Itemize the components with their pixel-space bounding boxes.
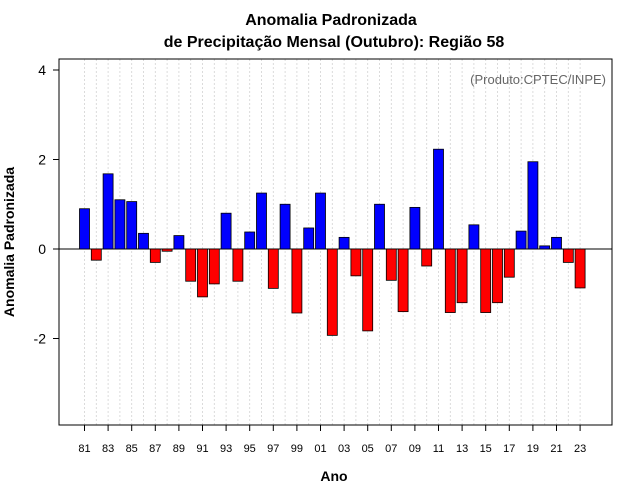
bar-11: [433, 148, 444, 250]
vertical-gridlines: [84, 59, 581, 425]
x-tick-label: 23: [574, 443, 586, 455]
bar-95: [244, 231, 256, 250]
x-axis: 81 83 85 87 89 91 93 95 97 99 01 03 05 07 09 11 13 15 17 19…: [78, 425, 586, 455]
bar-14: [468, 224, 480, 250]
bar-02: [326, 248, 338, 336]
bar-87: [149, 248, 161, 263]
bar-04: [350, 248, 362, 277]
x-tick-label: 11: [433, 443, 444, 455]
bar-84: [114, 199, 126, 250]
bar-13: [456, 248, 468, 304]
bar-89: [173, 235, 185, 250]
bar-98: [279, 203, 291, 250]
bar-00: [303, 227, 315, 250]
x-tick-label: 03: [338, 443, 350, 455]
bar-07: [385, 248, 397, 281]
bars: [79, 148, 586, 336]
x-tick-label: 01: [314, 443, 326, 455]
x-tick-label: 93: [220, 443, 232, 455]
bar-06: [374, 203, 385, 250]
y-tick-label: 0: [38, 241, 46, 257]
bar-90: [185, 248, 197, 282]
x-tick-label: 15: [480, 443, 492, 455]
chart-title-line2: de Precipitação Mensal (Outubro): Região…: [164, 34, 505, 51]
bar-23: [574, 248, 586, 289]
bar-99: [291, 248, 303, 314]
x-tick-label: 99: [291, 443, 303, 455]
bar-86: [138, 232, 149, 250]
y-tick-label: -2: [34, 331, 47, 347]
y-axis-label: Anomalia Padronizada: [1, 167, 17, 317]
bar-10: [421, 248, 433, 267]
y-tick-label: 4: [38, 62, 46, 78]
chart-title-line1: Anomalia Padronizada: [245, 12, 417, 29]
bar-82: [90, 248, 102, 261]
bar-21: [551, 236, 562, 250]
x-axis-label: Ano: [320, 468, 347, 484]
x-tick-label: 83: [102, 443, 114, 455]
bar-92: [208, 248, 220, 285]
bar-83: [102, 173, 114, 250]
x-tick-label: 19: [527, 443, 539, 455]
x-tick-label: 05: [362, 443, 374, 455]
y-axis: 4 2 0 -2: [34, 62, 59, 347]
x-tick-label: 09: [409, 443, 421, 455]
bar-16: [492, 248, 503, 304]
bar-09: [409, 206, 421, 250]
bar-12: [444, 248, 456, 313]
bar-18: [515, 230, 527, 250]
bar-91: [197, 248, 208, 298]
x-tick-label: 85: [126, 443, 138, 455]
bar-01: [315, 192, 326, 250]
x-tick-label: 89: [173, 443, 185, 455]
bar-05: [362, 248, 374, 332]
x-tick-label: 95: [244, 443, 256, 455]
bar-08: [397, 248, 409, 313]
x-tick-label: 21: [550, 443, 562, 455]
bar-93: [220, 212, 232, 250]
credit-text: (Produto:CPTEC/INPE): [470, 72, 606, 87]
bar-94: [232, 248, 244, 282]
bar-20: [539, 245, 551, 250]
plot-frame: [58, 58, 613, 426]
x-tick-label: 13: [456, 443, 468, 455]
bar-85: [126, 201, 138, 250]
x-tick-label: 07: [385, 443, 397, 455]
x-tick-label: 87: [149, 443, 161, 455]
bar-19: [527, 161, 539, 250]
bar-22: [562, 248, 574, 263]
y-tick-label: 2: [38, 152, 46, 168]
x-tick-label: 91: [196, 443, 208, 455]
x-tick-label: 97: [267, 443, 279, 455]
bar-96: [256, 192, 267, 250]
x-tick-label: 81: [78, 443, 90, 455]
bar-15: [480, 248, 492, 313]
bar-17: [503, 248, 515, 278]
bar-81: [79, 208, 90, 250]
x-tick-label: 17: [503, 443, 515, 455]
bar-03: [338, 236, 350, 250]
bar-97: [267, 248, 279, 289]
bar-88: [161, 248, 173, 252]
